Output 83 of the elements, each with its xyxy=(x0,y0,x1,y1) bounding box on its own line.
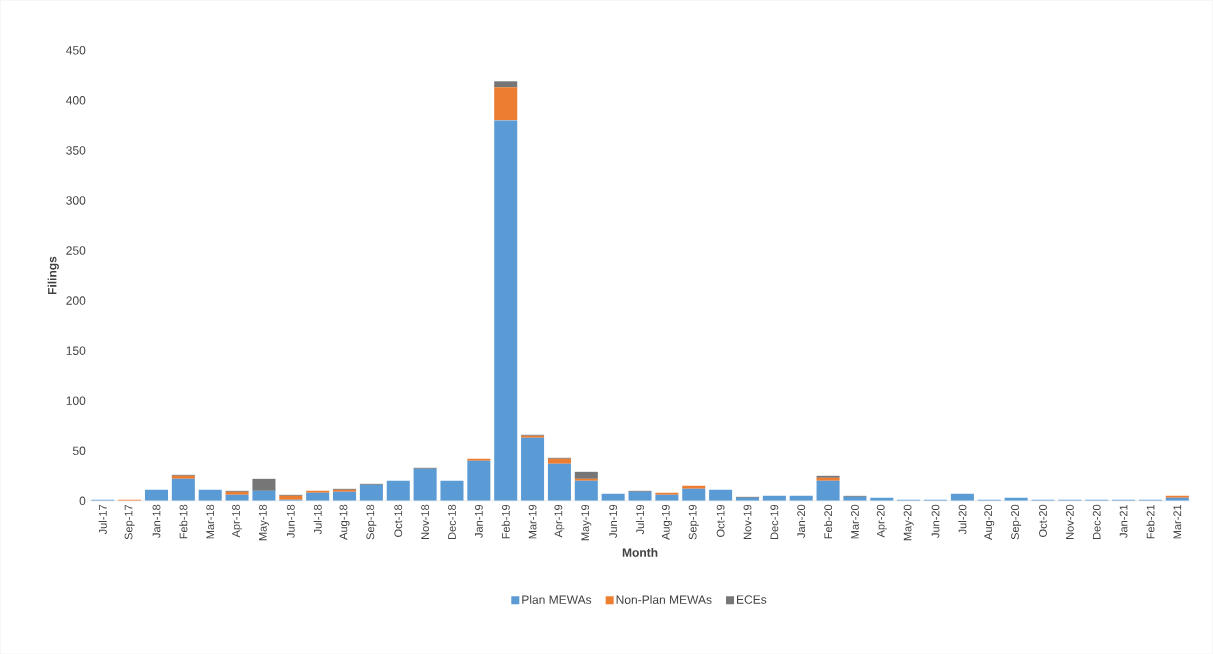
x-tick-label: Oct-20 xyxy=(1039,504,1047,537)
bar xyxy=(682,485,706,489)
x-tick-label: Feb-18 xyxy=(179,504,188,539)
x-tick-label: Jul-18 xyxy=(313,504,322,535)
bar xyxy=(574,480,598,501)
y-tick-label: 50 xyxy=(72,446,86,455)
x-tick-label: May-20 xyxy=(903,504,914,541)
bar xyxy=(547,463,571,501)
x-tick-label: Jun-19 xyxy=(609,504,618,538)
x-tick-label: Aug-20 xyxy=(984,504,995,540)
y-axis-title: Filings xyxy=(47,256,59,294)
x-tick-label: Jan-20 xyxy=(797,504,806,538)
x-tick-label: Nov-20 xyxy=(1065,504,1074,539)
x-tick-label: Jul-19 xyxy=(635,504,645,535)
y-tick-label: 250 xyxy=(66,246,86,255)
bar xyxy=(359,484,383,501)
x-tick-label: Nov-19 xyxy=(743,504,752,539)
x-tick-label: Sep-17 xyxy=(124,504,135,540)
x-tick-label: Feb-20 xyxy=(824,504,833,539)
bar xyxy=(655,492,679,495)
y-tick-label: 150 xyxy=(66,346,86,355)
y-tick-label: 0 xyxy=(79,496,86,505)
bar xyxy=(547,458,571,464)
legend-label: ECEs xyxy=(737,595,767,604)
x-tick-label: Dec-18 xyxy=(448,504,456,539)
y-tick-label: 350 xyxy=(66,146,86,155)
x-tick-label: Jan-21 xyxy=(1119,504,1128,538)
x-tick-label: Jul-17 xyxy=(98,504,107,535)
bar xyxy=(816,480,840,501)
x-tick-label: Mar-19 xyxy=(528,504,537,539)
x-tick-label: Apr-20 xyxy=(876,504,887,538)
bar xyxy=(467,460,491,501)
bar xyxy=(440,480,464,501)
bar xyxy=(171,478,195,501)
x-tick-label: Dec-20 xyxy=(1092,504,1101,539)
x-tick-label: Feb-19 xyxy=(501,504,510,539)
x-tick-label: Mar-21 xyxy=(1173,504,1182,539)
legend-label: Plan MEWAs xyxy=(522,595,592,604)
x-tick-label: Aug-19 xyxy=(661,504,672,540)
bar xyxy=(494,87,518,121)
y-tick-label: 400 xyxy=(66,95,86,105)
x-tick-label: Jan-18 xyxy=(152,504,161,538)
x-tick-label: Feb-21 xyxy=(1146,504,1155,539)
bar xyxy=(386,480,410,501)
x-tick-label: Dec-19 xyxy=(770,504,779,539)
x-tick-label: Nov-18 xyxy=(421,504,430,539)
x-tick-label: Mar-18 xyxy=(206,504,215,539)
x-tick-label: Oct-19 xyxy=(716,504,725,537)
x-tick-label: Aug-18 xyxy=(339,504,350,540)
x-axis-title: Month xyxy=(622,547,658,557)
x-tick-label: Apr-18 xyxy=(232,504,243,538)
x-tick-label: May-19 xyxy=(581,504,592,541)
bar xyxy=(574,471,598,479)
bar xyxy=(682,488,706,501)
bar xyxy=(252,490,276,501)
bar xyxy=(574,478,598,481)
x-tick-label: Jan-19 xyxy=(474,504,483,538)
x-tick-label: Apr-19 xyxy=(554,504,565,538)
bar xyxy=(144,489,168,501)
bar xyxy=(198,489,222,501)
x-tick-label: Oct-18 xyxy=(394,504,403,537)
bar xyxy=(467,458,491,461)
bar xyxy=(306,490,330,493)
x-tick-label: Jul-20 xyxy=(958,504,967,535)
bar xyxy=(521,437,545,501)
x-tick-label: Sep-18 xyxy=(366,504,377,540)
bar xyxy=(279,495,303,500)
y-tick-label: 200 xyxy=(66,296,86,305)
bar xyxy=(413,468,437,501)
bar xyxy=(494,81,518,88)
x-tick-label: Sep-19 xyxy=(688,504,699,540)
bar xyxy=(252,478,276,491)
x-tick-label: May-18 xyxy=(258,504,269,541)
bar xyxy=(709,489,733,501)
y-tick-label: 300 xyxy=(66,196,86,205)
x-tick-label: Sep-20 xyxy=(1011,504,1022,540)
x-tick-label: Mar-20 xyxy=(851,504,859,539)
legend-label: Non-Plan MEWAs xyxy=(616,595,712,604)
y-tick-label: 450 xyxy=(66,45,86,55)
bar xyxy=(494,120,518,501)
y-tick-label: 100 xyxy=(66,396,86,405)
x-tick-label: Jun-18 xyxy=(286,504,295,538)
x-tick-label: Jun-20 xyxy=(931,504,940,538)
